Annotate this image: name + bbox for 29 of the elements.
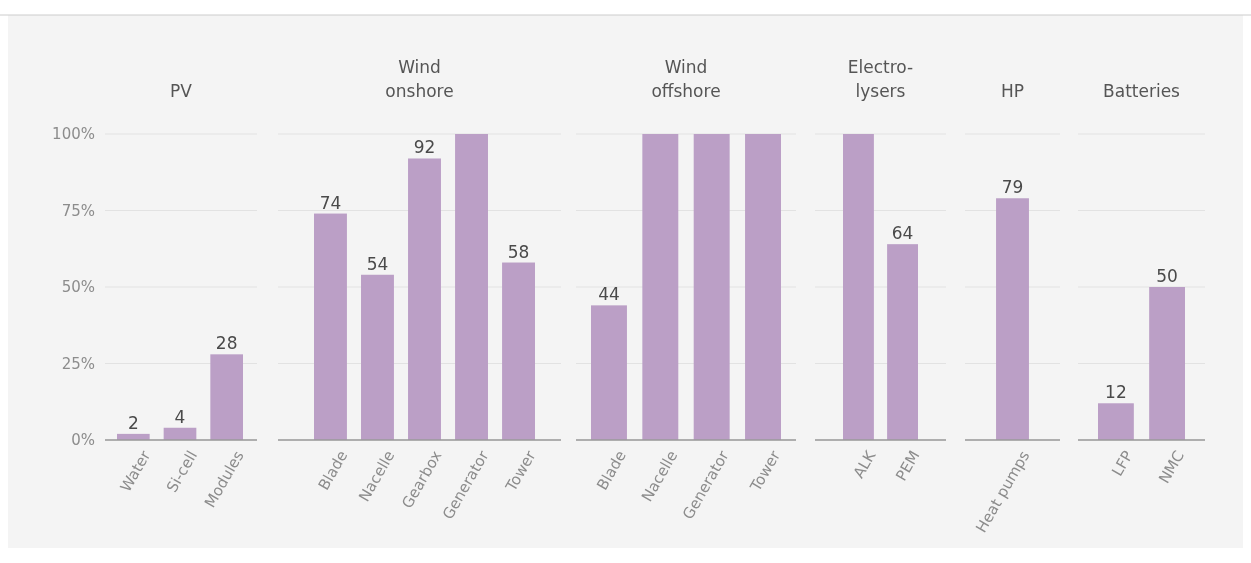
bar: [210, 354, 243, 440]
chart-title: PV: [170, 81, 193, 101]
data-label: 28: [215, 333, 238, 354]
data-label: 4: [174, 406, 186, 427]
y-tick-label: 50%: [61, 278, 95, 297]
data-label: 74: [319, 192, 342, 213]
data-label: 79: [1001, 177, 1024, 198]
data-label: 92: [413, 137, 436, 158]
data-label: 50: [1156, 266, 1178, 286]
chart-title: Electro- lysers: [847, 57, 914, 101]
bar: [314, 213, 347, 440]
data-label: 12: [1105, 382, 1127, 403]
data-label: 58: [507, 241, 530, 262]
chart-title: HP: [1000, 81, 1025, 101]
y-tick-label: 25%: [61, 354, 95, 373]
data-label: 54: [366, 253, 389, 274]
y-tick-label: 0%: [71, 431, 95, 450]
bar: [361, 274, 394, 440]
data-label: 64: [891, 223, 914, 244]
y-tick-label: 100%: [52, 125, 95, 144]
y-tick-label: 75%: [61, 201, 95, 220]
chart-title: Wind onshore: [385, 57, 454, 101]
chart-title: Wind offshore: [651, 57, 721, 101]
bar: [502, 262, 535, 440]
data-label: 2: [127, 412, 139, 433]
bar: [455, 134, 488, 440]
chart-title: Batteries: [1103, 81, 1181, 101]
bar: [408, 158, 441, 440]
data-label: 44: [598, 284, 620, 305]
